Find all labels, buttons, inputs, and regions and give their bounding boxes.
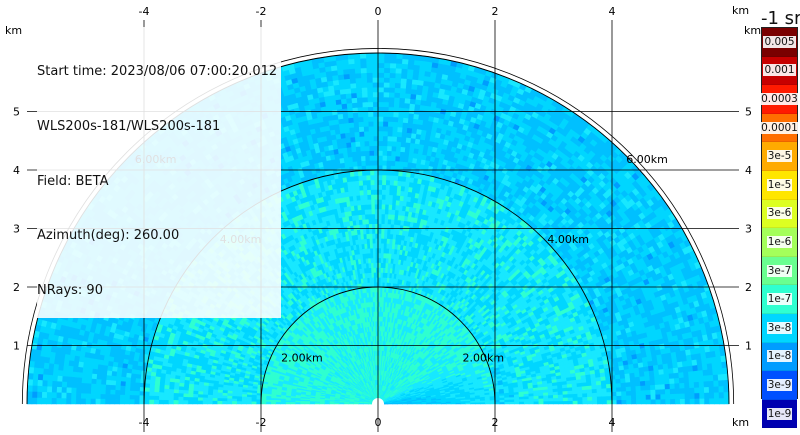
field-cell: [338, 402, 345, 405]
field-cell: [343, 403, 350, 405]
field-cell: [294, 402, 301, 405]
field-cell: [348, 403, 354, 405]
field-cell: [314, 402, 320, 405]
field-cell: [299, 402, 306, 405]
field-cell: [260, 401, 267, 405]
field-cell: [270, 401, 276, 405]
field-cell: [255, 401, 262, 405]
field-cell: [319, 402, 325, 405]
field-cell: [379, 286, 383, 293]
field-cell: [280, 401, 286, 405]
field-cell: [251, 401, 257, 405]
field-cell: [260, 399, 267, 403]
field-cell: [275, 401, 281, 405]
field-cell: [324, 402, 330, 405]
field-cell: [333, 402, 340, 405]
field-cell: [304, 402, 311, 405]
field-cell: [309, 402, 315, 405]
field-cell: [285, 402, 291, 405]
field-cell: [265, 401, 272, 405]
field-cell: [329, 402, 335, 405]
field-cell: [290, 402, 296, 405]
field-cell: [246, 401, 252, 405]
beta-field: [26, 52, 730, 410]
